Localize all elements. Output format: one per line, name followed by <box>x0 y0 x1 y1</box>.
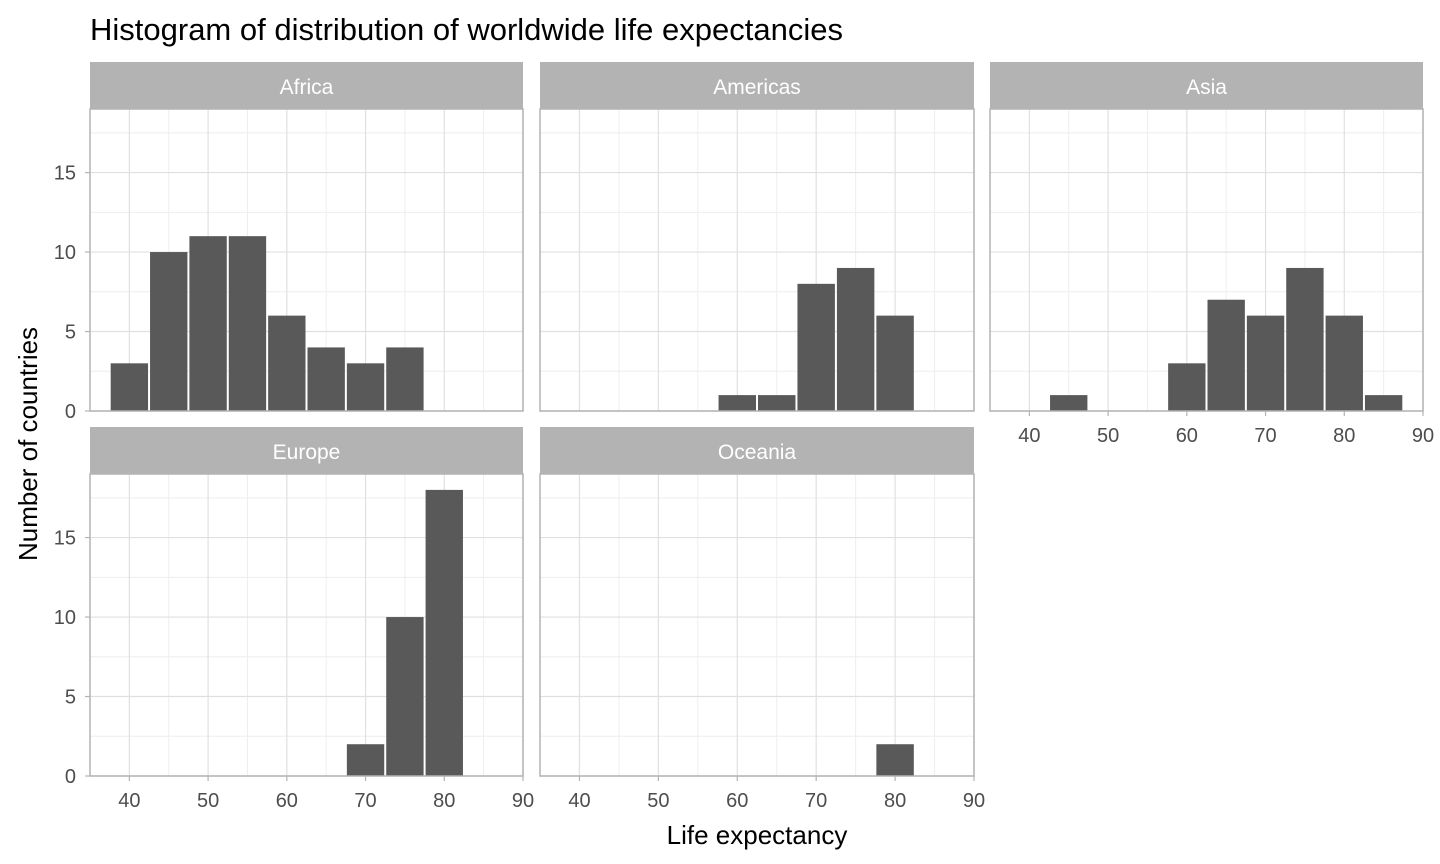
x-tick-label: 50 <box>197 790 219 812</box>
y-tick-label: 5 <box>65 687 76 709</box>
x-tick-label: 70 <box>1254 425 1276 447</box>
x-tick-label: 70 <box>354 790 376 812</box>
bar-75 <box>836 267 875 411</box>
y-tick-label: 15 <box>54 528 76 550</box>
bar-80 <box>876 315 914 411</box>
panel-border <box>539 473 975 777</box>
facet-strip <box>540 62 974 109</box>
bar-60 <box>718 395 756 411</box>
panel-border <box>89 108 524 412</box>
facet-strip-label: Oceania <box>718 441 797 464</box>
x-tick-label: 90 <box>512 790 534 812</box>
bar-65 <box>758 395 796 411</box>
y-axis-title: Number of countries <box>13 327 43 561</box>
y-tick-label: 10 <box>54 242 76 264</box>
bar-70 <box>346 363 385 411</box>
bar-65 <box>1207 299 1245 411</box>
bar-80 <box>876 744 914 776</box>
bar-60 <box>268 315 306 411</box>
bar-75 <box>386 617 424 776</box>
x-tick-label: 80 <box>884 790 906 812</box>
x-tick-label: 40 <box>1018 425 1040 447</box>
x-tick-label: 60 <box>276 790 298 812</box>
panel-africa: Africa 0 5 10 15 <box>54 62 524 423</box>
panel-asia: Asia 40 50 60 70 80 90 <box>989 62 1434 447</box>
bar-80 <box>1325 315 1363 411</box>
x-tick-label: 40 <box>568 790 590 812</box>
bar-50 <box>189 236 227 411</box>
bar-75 <box>386 347 424 411</box>
x-tick-label: 40 <box>118 790 140 812</box>
bar-75 <box>1286 267 1324 411</box>
x-tick-label: 70 <box>805 790 827 812</box>
bar-55 <box>228 236 267 411</box>
facet-strip <box>90 62 523 109</box>
y-tick-label: 5 <box>65 322 76 344</box>
facet-strip-label: Asia <box>1186 76 1227 99</box>
bar-70 <box>346 744 385 776</box>
bar-40 <box>110 363 149 411</box>
x-tick-label: 50 <box>647 790 669 812</box>
bar-65 <box>307 347 345 411</box>
bar-60 <box>1168 363 1206 411</box>
x-tick-label: 80 <box>1333 425 1355 447</box>
bar-45 <box>150 252 188 411</box>
y-tick-label: 15 <box>54 163 76 185</box>
panel-border <box>89 473 524 777</box>
bar-80 <box>425 489 463 776</box>
x-tick-label: 60 <box>726 790 748 812</box>
bar-70 <box>1246 315 1285 411</box>
facet-strip-label: Africa <box>280 76 334 99</box>
panel-border <box>989 108 1424 412</box>
x-tick-label: 50 <box>1097 425 1119 447</box>
x-tick-label: 90 <box>1412 425 1434 447</box>
bar-70 <box>797 283 835 411</box>
panel-americas: Americas <box>539 62 975 412</box>
x-axis-title: Life expectancy <box>667 820 848 850</box>
facet-strip-label: Europe <box>273 441 341 464</box>
y-tick-label: 0 <box>65 401 76 423</box>
x-tick-label: 80 <box>433 790 455 812</box>
chart-title: Histogram of distribution of worldwide l… <box>90 12 843 47</box>
y-tick-label: 0 <box>65 766 76 788</box>
facet-strip <box>540 427 974 474</box>
panel-europe: Europe 40 50 60 70 80 90 0 5 10 15 <box>54 427 534 812</box>
bar-85 <box>1364 395 1403 411</box>
y-tick-label: 10 <box>54 607 76 629</box>
facet-strip <box>990 62 1423 109</box>
panel-oceania: Oceania 40 50 60 70 80 90 <box>539 427 985 812</box>
bar-45 <box>1050 395 1088 411</box>
facet-strip <box>90 427 523 474</box>
x-tick-label: 90 <box>963 790 985 812</box>
x-tick-label: 60 <box>1176 425 1198 447</box>
facet-strip-label: Americas <box>713 76 801 99</box>
panel-border <box>539 108 975 412</box>
